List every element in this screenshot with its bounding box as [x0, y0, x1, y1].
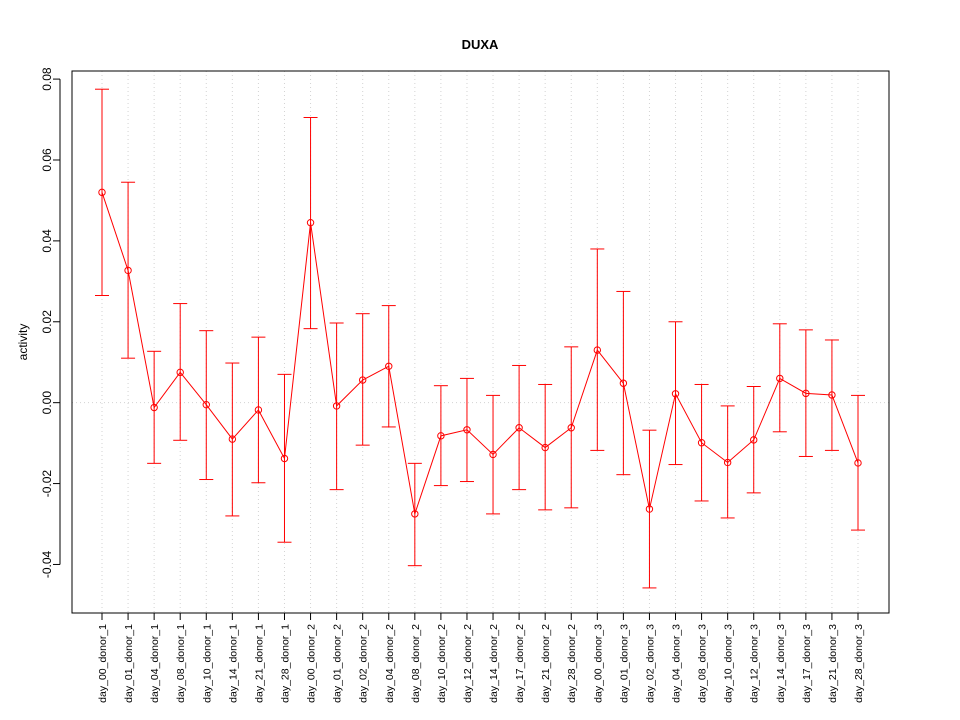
x-tick-label: day_04_donor_1 [149, 624, 161, 703]
data-point [697, 439, 706, 447]
data-point [385, 362, 393, 370]
y-tick-label: -0.02 [40, 470, 54, 498]
x-tick-label: day_28_donor_3 [853, 624, 865, 703]
data-point [411, 510, 419, 518]
data-point [124, 266, 132, 275]
y-axis-title: activity [16, 324, 30, 361]
data-point [515, 424, 523, 432]
y-tick-label: 0.00 [40, 391, 54, 415]
chart-title: DUXA [462, 37, 499, 52]
x-tick-label: day_14_donor_2 [488, 624, 500, 703]
data-point [202, 400, 210, 409]
x-tick-label: day_21_donor_2 [540, 624, 552, 703]
y-tick-label: 0.08 [40, 67, 54, 91]
data-point [750, 436, 758, 444]
x-tick-label: day_17_donor_3 [801, 624, 813, 703]
y-tick-label: -0.04 [40, 550, 54, 578]
data-point [802, 389, 810, 398]
data-point [437, 432, 445, 440]
data-point [593, 346, 602, 354]
data-point [332, 402, 341, 410]
data-point [776, 374, 784, 383]
data-point [176, 368, 184, 377]
x-tick-label: day_04_donor_2 [384, 624, 396, 703]
x-tick-label: day_21_donor_3 [827, 624, 839, 703]
data-point [306, 218, 315, 227]
data-point [854, 459, 862, 467]
x-tick-label: day_01_donor_2 [332, 624, 344, 703]
x-tick-label: day_02_donor_2 [358, 624, 370, 703]
data-point [280, 454, 289, 463]
x-tick-label: day_08_donor_2 [410, 624, 422, 703]
data-point [254, 406, 263, 414]
series-line [101, 192, 859, 515]
data-point [463, 426, 471, 434]
data-point [619, 379, 628, 387]
x-axis: day_00_donor_1 day_01_donor_1 day_04_donor… [97, 612, 865, 703]
x-tick-label: day_01_donor_3 [618, 624, 630, 703]
x-tick-label: day_28_donor_2 [566, 624, 578, 703]
data-point [671, 390, 680, 398]
data-point [541, 443, 549, 452]
grid-layer [72, 71, 889, 613]
series-layer [95, 88, 865, 589]
x-tick-label: day_04_donor_3 [671, 624, 683, 703]
data-point [98, 188, 106, 197]
x-tick-label: day_00_donor_3 [592, 624, 604, 703]
data-point [723, 458, 732, 467]
data-point [645, 505, 654, 513]
x-tick-label: day_00_donor_1 [97, 624, 109, 703]
x-tick-label: day_12_donor_2 [462, 624, 474, 703]
data-point [358, 376, 367, 384]
x-tick-label: day_00_donor_2 [306, 624, 318, 703]
data-point [489, 450, 497, 459]
x-tick-label: day_02_donor_3 [644, 624, 656, 703]
y-tick-label: 0.02 [40, 310, 54, 334]
y-tick-label: 0.04 [40, 229, 54, 253]
x-tick-label: day_10_donor_2 [436, 624, 448, 703]
x-tick-label: day_17_donor_2 [514, 624, 526, 703]
x-tick-label: day_28_donor_1 [279, 624, 291, 703]
data-point [567, 424, 575, 432]
x-tick-label: day_21_donor_1 [253, 624, 265, 703]
x-tick-label: day_10_donor_1 [201, 624, 213, 703]
y-axis: -0.04 -0.02 0.00 0.02 0.04 0.06 0.08 [40, 67, 61, 578]
x-tick-label: day_10_donor_3 [723, 624, 735, 703]
plot-frame [71, 70, 890, 614]
y-tick-label: 0.06 [40, 148, 54, 172]
x-tick-label: day_01_donor_1 [123, 624, 135, 703]
x-tick-label: day_08_donor_1 [175, 624, 187, 703]
x-tick-label: day_14_donor_3 [775, 624, 787, 703]
data-point [228, 435, 237, 443]
data-point [828, 391, 836, 399]
x-tick-label: day_12_donor_3 [749, 624, 761, 703]
x-tick-label: day_08_donor_3 [697, 624, 709, 703]
x-tick-label: day_14_donor_1 [227, 624, 239, 703]
data-point [150, 403, 158, 412]
